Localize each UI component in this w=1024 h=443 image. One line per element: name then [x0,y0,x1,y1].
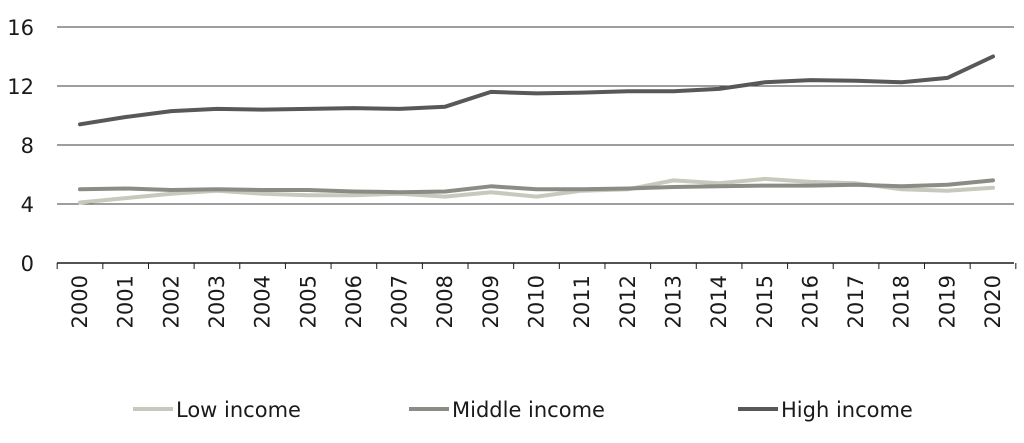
y-tick-label: 0 [21,252,34,276]
x-tick-label: 2003 [205,275,229,328]
x-tick-label: 2015 [753,275,777,328]
series-line-middle-income [78,178,995,195]
y-tick-label: 16 [7,16,34,40]
legend-label-low-income: Low income [176,398,301,422]
x-tick-label: 2018 [890,275,914,328]
x-tick-label: 2013 [661,275,685,328]
y-tick-label: 8 [21,134,34,158]
x-tick-label: 2008 [433,275,457,328]
x-tick-label: 2016 [798,275,822,328]
y-tick-label: 4 [21,193,34,217]
legend-label-middle-income: Middle income [452,398,605,422]
x-tick-label: 2011 [570,275,594,328]
x-tick-label: 2001 [114,275,138,328]
x-tick-label: 2010 [525,275,549,328]
y-tick-label: 12 [7,75,34,99]
y-axis: 0 4 8 12 16 [7,16,34,276]
x-tick-label: 2005 [296,275,320,328]
x-tick-label: 2007 [388,275,412,328]
x-tick-label: 2019 [935,275,959,328]
legend: Low income Middle income High income [133,398,913,422]
x-tick-label: 2000 [68,275,92,328]
grid-lines [57,26,1014,205]
x-tick-label: 2009 [479,275,503,328]
legend-label-high-income: High income [781,398,913,422]
x-tick-label: 2012 [616,275,640,328]
x-tick-label: 2017 [844,275,868,328]
series-line-low-income [78,176,995,205]
x-tick-label: 2004 [251,275,275,328]
x-tick-label: 2006 [342,275,366,328]
series-line-high-income [78,54,995,127]
x-tick-label: 2014 [707,275,731,328]
x-axis: 2000 2001 2002 2003 2004 2005 2006 2007 2008 2009… [56,262,1017,328]
series-lines [78,54,995,205]
x-tick-label: 2002 [159,275,183,328]
x-tick-label: 2020 [981,275,1005,328]
